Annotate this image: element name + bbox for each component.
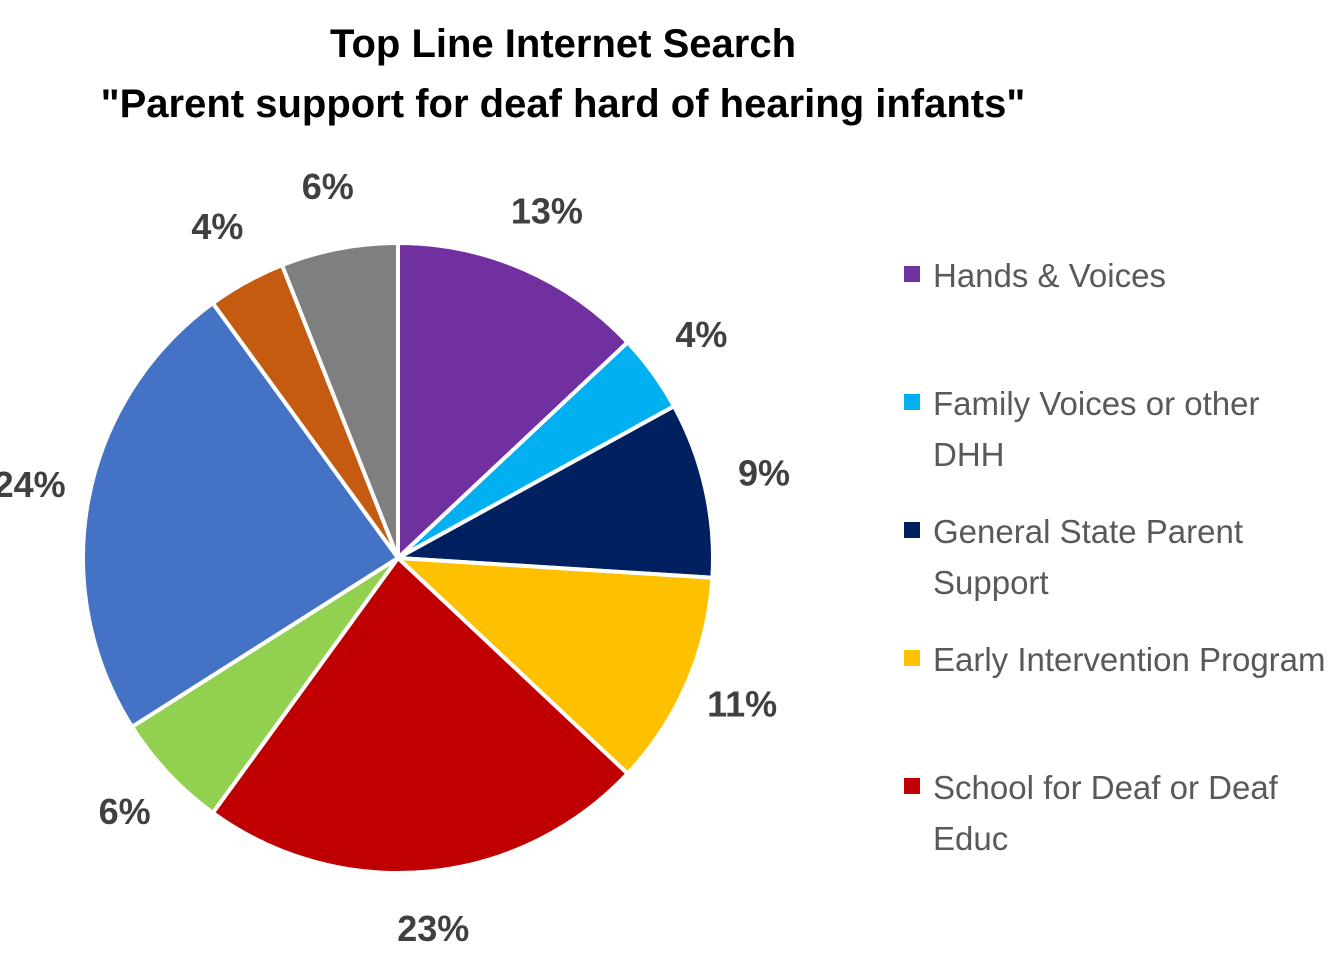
pie-slice bbox=[391, 403, 715, 580]
legend-swatch bbox=[904, 266, 920, 282]
data-label: 23% bbox=[397, 908, 469, 949]
legend-label: General State Parent Support bbox=[933, 513, 1244, 601]
legend-item: Early Intervention Program bbox=[900, 634, 1330, 762]
legend-swatch bbox=[904, 650, 920, 666]
pie-slice bbox=[279, 240, 400, 559]
legend-item: Hands & Voices bbox=[900, 250, 1330, 378]
data-label: 6% bbox=[302, 166, 354, 207]
legend-item: Family Voices or other DHH bbox=[900, 378, 1330, 506]
legend-item: General State Parent Support bbox=[900, 506, 1330, 634]
pie-slice bbox=[210, 554, 631, 875]
legend-label: Hands & Voices bbox=[933, 257, 1166, 294]
legend-swatch bbox=[904, 394, 920, 410]
data-label: 4% bbox=[191, 206, 243, 247]
data-label: 9% bbox=[738, 453, 790, 494]
data-label: 24% bbox=[0, 464, 66, 505]
legend-item: School for Deaf or Deaf Educ bbox=[900, 762, 1330, 890]
pie-slice bbox=[81, 300, 401, 730]
legend-swatch bbox=[904, 522, 920, 538]
pie-slice bbox=[129, 556, 400, 816]
data-label: 13% bbox=[511, 190, 583, 231]
data-label: 4% bbox=[675, 314, 727, 355]
pie-slice bbox=[392, 555, 715, 777]
legend-label: Family Voices or other DHH bbox=[933, 385, 1260, 473]
legend-swatch bbox=[904, 778, 920, 794]
legend-label: School for Deaf or Deaf Educ bbox=[933, 769, 1278, 857]
data-label: 6% bbox=[99, 791, 151, 832]
chart-title: Top Line Internet Search bbox=[330, 22, 796, 66]
pie-slice bbox=[396, 240, 631, 563]
data-label: 11% bbox=[707, 683, 777, 724]
chart-title: "Parent support for deaf hard of hearing… bbox=[101, 82, 1026, 126]
legend-label: Early Intervention Program bbox=[933, 641, 1326, 678]
legend: Hands & Voices Family Voices or other DHH… bbox=[900, 250, 1330, 890]
